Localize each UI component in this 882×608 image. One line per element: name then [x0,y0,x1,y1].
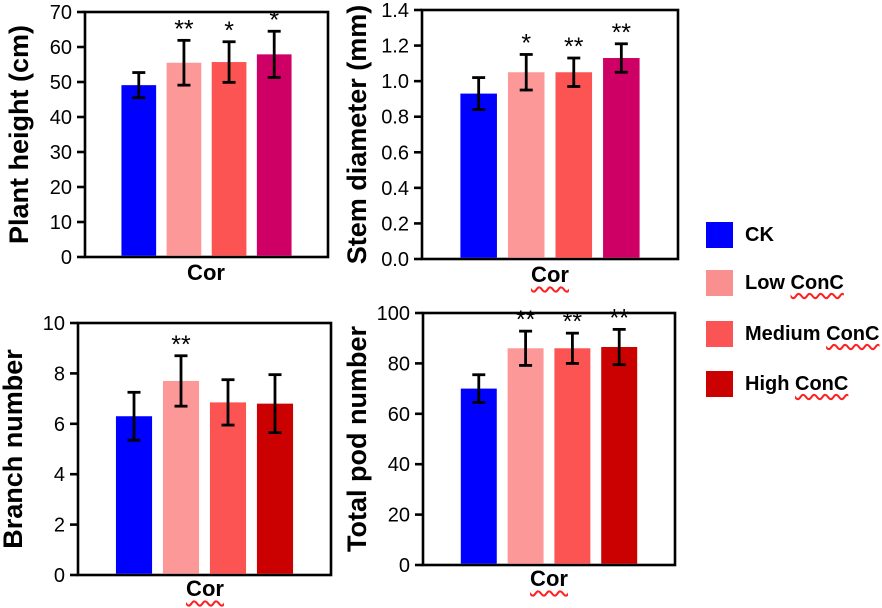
error-bar [519,53,533,92]
y-tick-label: 100 [377,303,410,325]
plot-box-stem-diameter [420,8,680,261]
y-tick-label: 30 [50,142,72,164]
xlabel-stem-diameter: Cor [531,262,569,287]
y-tick-label: 1.2 [381,36,409,58]
error-bar [132,71,146,100]
bar-ck [460,93,497,258]
significance-marker: ** [516,306,536,334]
significance-marker: ** [609,304,629,332]
y-tick-label: 80 [388,353,410,375]
y-tick-label: 20 [388,505,410,527]
bar-medium-conc [209,402,247,574]
error-bar [222,40,236,84]
y-tick-label: 50 [50,72,72,94]
y-tick-label: 60 [388,404,410,426]
bar-ck [121,85,157,256]
ylabel-stem-diameter: Stem diameter (mm) [342,5,372,265]
xlabel-total-pod-number: Cor [530,566,568,591]
legend-label: CK [745,223,774,246]
bar-low-conc [507,348,544,564]
y-tick-label: 6 [54,414,65,436]
y-tick-label: 40 [388,454,410,476]
legend-swatch-ck [706,222,733,248]
error-bar [472,373,486,404]
bar-high-conc [603,58,640,258]
error-bar [614,42,628,74]
bar-low-conc [166,62,202,256]
error-bar [612,327,626,367]
plot-box-total-pod-number [421,311,677,567]
y-tick-label: 0.4 [381,178,409,200]
y-tick-label: 8 [54,363,65,385]
y-tick-label: 40 [50,107,72,129]
y-tick-label: 0 [399,555,410,577]
error-bar [267,29,281,79]
legend-item-low-conc: Low ConC [706,270,844,296]
y-tick-label: 70 [50,2,72,24]
bar-low-conc [162,380,200,574]
y-tick-label: 0 [54,565,65,587]
bar-medium-conc [211,62,247,256]
significance-marker: * [269,6,279,34]
bar-medium-conc [554,348,591,564]
y-tick-label: 0 [61,247,72,269]
significance-marker: * [521,29,531,57]
legend-item-high-conc: High ConC [706,371,848,397]
error-bar [177,38,191,87]
error-bar [127,390,141,442]
error-bar [519,329,533,367]
plot-box-plant-height [83,10,330,259]
legend-label: Low ConC [745,271,844,294]
y-tick-label: 20 [50,177,72,199]
y-tick-label: 4 [54,464,65,486]
y-tick-label: 1.0 [381,71,409,93]
chart-stem-diameter: 0.0 0.2 0.4 0.6 0.8 1.0 1.2 1.4 Stem diameter (m… [342,0,680,271]
y-tick-label: 2 [54,515,65,537]
xlabel-branch-number: Cor [186,576,224,601]
legend-label: High ConC [745,372,849,395]
ylabel-plant-height: Plant height (cm) [4,25,34,244]
bar-ck [115,416,153,574]
ylabel-total-pod-number: Total pod number [342,326,372,552]
y-tick-label: 0.0 [381,249,409,271]
bar-medium-conc [555,72,593,258]
legend-swatch-medium-conc [706,321,733,347]
xlabel-plant-height: Cor [187,260,225,285]
error-bar [472,76,486,111]
legend-item-medium-conc: Medium ConC [706,321,879,347]
legend-swatch-low-conc [706,270,733,296]
error-bar [268,373,282,435]
y-tick-label: 0.8 [381,107,409,129]
chart-branch-number: 0 2 4 6 8 10 Branch number ** [0,313,333,587]
legend-swatch-high-conc [706,371,733,397]
legend-item-ck: CK [706,222,774,248]
y-tick-label: 0.6 [381,142,409,164]
error-bar [221,378,235,427]
error-bar [565,331,579,365]
ylabel-branch-number: Branch number [0,349,28,549]
y-tick-label: 10 [43,313,65,335]
significance-marker: ** [563,308,583,336]
bar-ck [460,388,497,564]
y-tick-label: 10 [50,212,72,234]
bar-high-conc [256,54,292,256]
bar-low-conc [507,72,545,258]
y-tick-label: 1.4 [381,0,409,22]
error-bar [174,354,188,408]
y-tick-label: 60 [50,37,72,59]
significance-marker: ** [174,15,194,43]
significance-marker: ** [612,19,632,47]
legend-label: Medium ConC [745,322,880,345]
significance-marker: * [224,17,234,45]
error-bar [567,56,581,88]
significance-marker: ** [564,33,584,61]
plot-box-branch-number [76,321,333,577]
significance-marker: ** [171,331,191,359]
y-tick-label: 0.2 [381,213,409,235]
bar-high-conc [601,347,638,564]
